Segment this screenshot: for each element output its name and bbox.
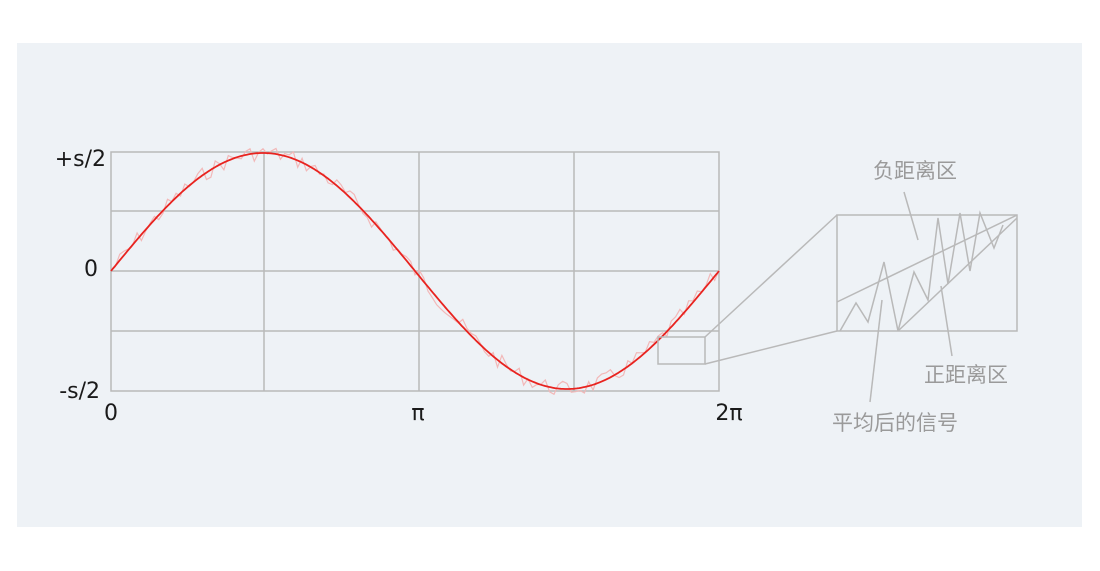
diagram-background <box>17 43 1082 527</box>
negative-boundary-line <box>836 214 1018 303</box>
positive-boundary-line <box>897 217 1018 332</box>
x-label-two-pi: 2π <box>715 401 742 426</box>
averaged-sine-curve <box>110 152 720 390</box>
raw-noisy-signal <box>110 147 720 396</box>
label-averaged-signal: 平均后的信号 <box>832 411 958 435</box>
label-negative-zone: 负距离区 <box>873 159 957 183</box>
y-label-bottom: -s/2 <box>59 379 100 404</box>
pointer-positive-zone <box>940 285 953 357</box>
zoom-inset <box>836 210 1018 332</box>
zoom-connector-bottom <box>704 330 838 365</box>
x-label-zero: 0 <box>104 401 118 426</box>
pointer-averaged-signal <box>869 299 883 403</box>
plot-grid <box>110 151 720 392</box>
zoom-focus-box <box>657 336 706 365</box>
pointer-negative-zone <box>903 191 919 241</box>
inset-zigzag-signal <box>839 210 1004 332</box>
x-label-pi: π <box>411 401 424 426</box>
y-label-zero: 0 <box>84 257 98 282</box>
zoom-connector-top <box>704 214 838 338</box>
y-label-top: +s/2 <box>55 147 106 172</box>
zoom-inset-frame <box>836 214 1018 332</box>
label-positive-zone: 正距离区 <box>924 363 1008 387</box>
